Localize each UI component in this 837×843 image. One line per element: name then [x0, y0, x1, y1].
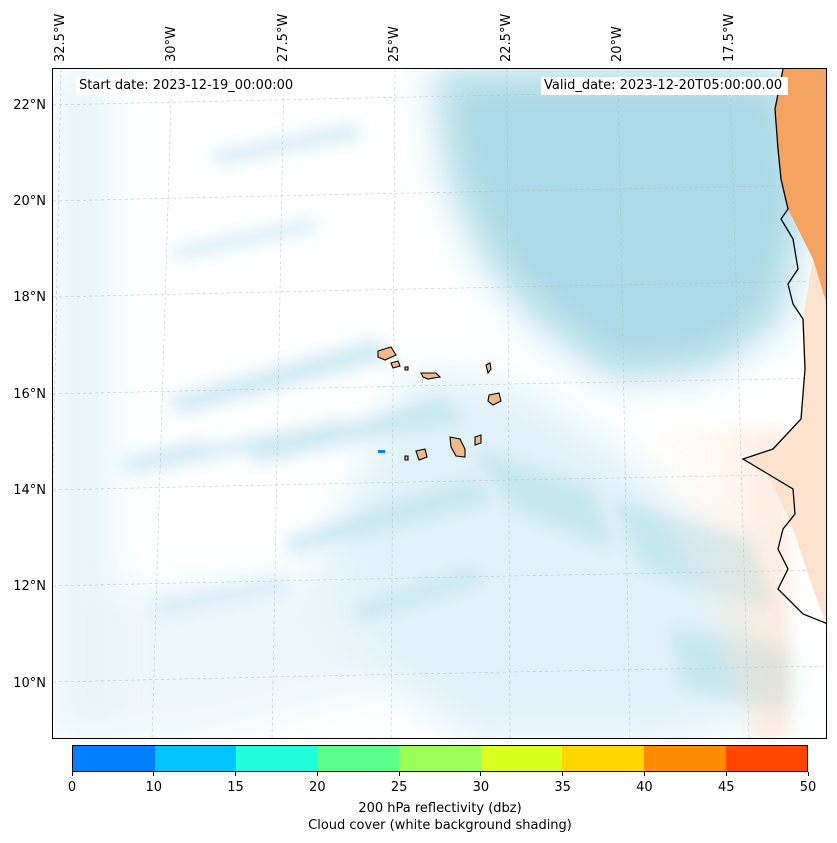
lat-label-12n: 12°N [13, 579, 46, 594]
lon-label-27-5w: 27.5°W [276, 13, 291, 62]
cloud-cover-shading [53, 69, 808, 738]
colorbar-tick-mark [316, 772, 318, 776]
colorbar-tick-mark [480, 772, 482, 776]
island-fogo [415, 448, 428, 461]
colorbar-tick-label: 20 [309, 780, 326, 795]
lat-label-18n: 18°N [13, 290, 46, 305]
lon-label-25w: 25°W [387, 26, 402, 62]
colorbar-tick-mark [725, 772, 727, 776]
lon-label-20w: 20°W [610, 26, 625, 62]
lat-label-22n: 22°N [13, 98, 46, 113]
reflectivity-spot [378, 450, 385, 453]
lat-label-10n: 10°N [13, 676, 46, 691]
island-brava [404, 455, 409, 461]
coastal-shading [613, 429, 788, 738]
island-maio [474, 434, 482, 446]
colorbar [72, 745, 808, 772]
colorbar-tick-mark [643, 772, 645, 776]
colorbar-tick-label: 45 [717, 780, 735, 795]
colorbar-tick-label: 30 [472, 780, 490, 795]
colorbar-tick-label: 50 [799, 780, 817, 795]
colorbar-segment [562, 746, 644, 771]
colorbar-segment [399, 746, 481, 771]
colorbar-segment [643, 746, 726, 771]
lon-label-17-5w: 17.5°W [722, 13, 737, 62]
island-sal [485, 362, 492, 375]
colorbar-tick-mark [807, 772, 809, 776]
lon-label-30w: 30°W [164, 26, 179, 62]
island-sao-nicolau [420, 372, 442, 380]
island-santa-luzia [404, 366, 409, 371]
colorbar-tick-mark [153, 772, 155, 776]
island-boa-vista [487, 392, 502, 406]
start-date-label: Start date: 2023-12-19_00:00:00 [76, 77, 297, 95]
colorbar-segment [154, 746, 237, 771]
colorbar-tick-mark [562, 772, 564, 776]
graticule [53, 69, 826, 738]
colorbar-tick-mark [71, 772, 73, 776]
colorbar-segment [317, 746, 400, 771]
colorbar-segment [236, 746, 318, 771]
colorbar-label: 200 hPa reflectivity (dbz) [358, 801, 522, 816]
lat-label-16n: 16°N [13, 387, 46, 402]
lat-label-20n: 20°N [13, 194, 46, 209]
colorbar-tick-mark [235, 772, 237, 776]
cape-verde-islands [377, 346, 502, 461]
colorbar-tick-label: 40 [636, 780, 653, 795]
colorbar-tick-label: 0 [67, 780, 77, 795]
colorbar-segment [73, 746, 155, 771]
island-santiago [449, 436, 466, 458]
colorbar-sublabel: Cloud cover (white background shading) [308, 818, 572, 833]
map-panel [52, 68, 827, 739]
colorbar-segment [480, 746, 563, 771]
island-santo-antao [377, 346, 397, 361]
west-africa-land [741, 69, 826, 624]
colorbar-tick-mark [398, 772, 400, 776]
lon-label-32-5w: 32.5°W [53, 13, 68, 62]
island-sao-vicente [390, 360, 401, 369]
colorbar-tick-label: 10 [145, 780, 163, 795]
colorbar-tick-label: 35 [554, 780, 571, 795]
valid-date-label: Valid_date: 2023-12-20T05:00:00.00 [541, 77, 789, 95]
colorbar-segment [725, 746, 808, 771]
colorbar-tick-label: 15 [227, 780, 244, 795]
lat-label-14n: 14°N [13, 483, 46, 498]
lon-label-22-5w: 22.5°W [499, 13, 514, 62]
colorbar-tick-label: 25 [390, 780, 408, 795]
map-canvas [53, 69, 826, 738]
